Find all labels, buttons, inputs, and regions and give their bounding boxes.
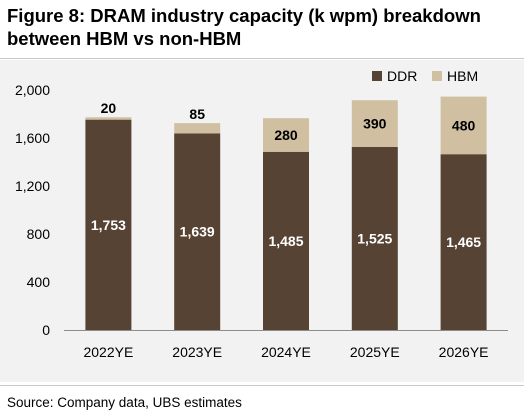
figure-title-line-1: Figure 8: DRAM industry capacity (k wpm)… [7, 5, 481, 26]
bar-ddr [174, 133, 221, 330]
x-axis: 2022YE 2023YE 2024YE 2025YE 2026YE [64, 330, 508, 360]
source-note: Source: Company data, UBS estimates [7, 395, 242, 410]
data-labels: 1,753 20 1,639 85 1,485 280 1,525 390 1,465 480 [91, 100, 481, 250]
bar-hbm [174, 123, 221, 134]
legend-swatch-ddr [372, 71, 382, 81]
figure-title: Figure 8: DRAM industry capacity (k wpm)… [7, 4, 519, 50]
bar-hbm [263, 118, 309, 152]
y-tick-label: 800 [27, 226, 51, 242]
bar-hbm [351, 100, 398, 147]
data-label-hbm: 480 [452, 117, 476, 133]
data-label-ddr: 1,753 [91, 217, 126, 233]
y-tick-label: 1,200 [15, 178, 50, 194]
bar-hbm [440, 96, 487, 155]
data-label-hbm: 20 [101, 100, 117, 116]
data-label-ddr: 1,465 [446, 234, 481, 250]
y-tick-label: 1,600 [15, 130, 50, 146]
data-label-hbm: 280 [274, 127, 298, 143]
data-label-ddr: 1,485 [268, 233, 303, 249]
legend-label-hbm: HBM [447, 68, 478, 84]
x-tick-label: 2023YE [172, 344, 222, 360]
data-label-ddr: 1,639 [180, 224, 215, 240]
title-divider [0, 58, 524, 59]
y-tick-label: 0 [42, 322, 50, 338]
bar-ddr [440, 154, 487, 330]
source-divider [0, 385, 524, 386]
legend-swatch-hbm [432, 71, 442, 81]
bar-hbm [85, 117, 132, 120]
bar-ddr [351, 147, 398, 330]
bar-ddr [85, 119, 132, 330]
stacked-bar-chart: 0 400 800 1,200 1,600 2,000 2022YE 2023YE 2024Y… [0, 60, 524, 382]
x-tick-label: 2022YE [83, 344, 133, 360]
y-axis: 0 400 800 1,200 1,600 2,000 [15, 82, 50, 338]
data-label-hbm: 390 [363, 116, 387, 132]
x-tick-label: 2025YE [350, 344, 400, 360]
x-tick-label: 2024YE [261, 344, 311, 360]
figure-title-line-2: between HBM vs non-HBM [7, 28, 242, 49]
legend: DDR HBM [372, 68, 478, 84]
bar-ddr [263, 151, 309, 330]
y-tick-label: 2,000 [15, 82, 50, 98]
data-label-ddr: 1,525 [357, 231, 392, 247]
y-tick-label: 400 [27, 274, 51, 290]
data-label-hbm: 85 [189, 106, 205, 122]
x-tick-label: 2026YE [439, 344, 489, 360]
bars [85, 96, 487, 330]
legend-label-ddr: DDR [387, 68, 417, 84]
